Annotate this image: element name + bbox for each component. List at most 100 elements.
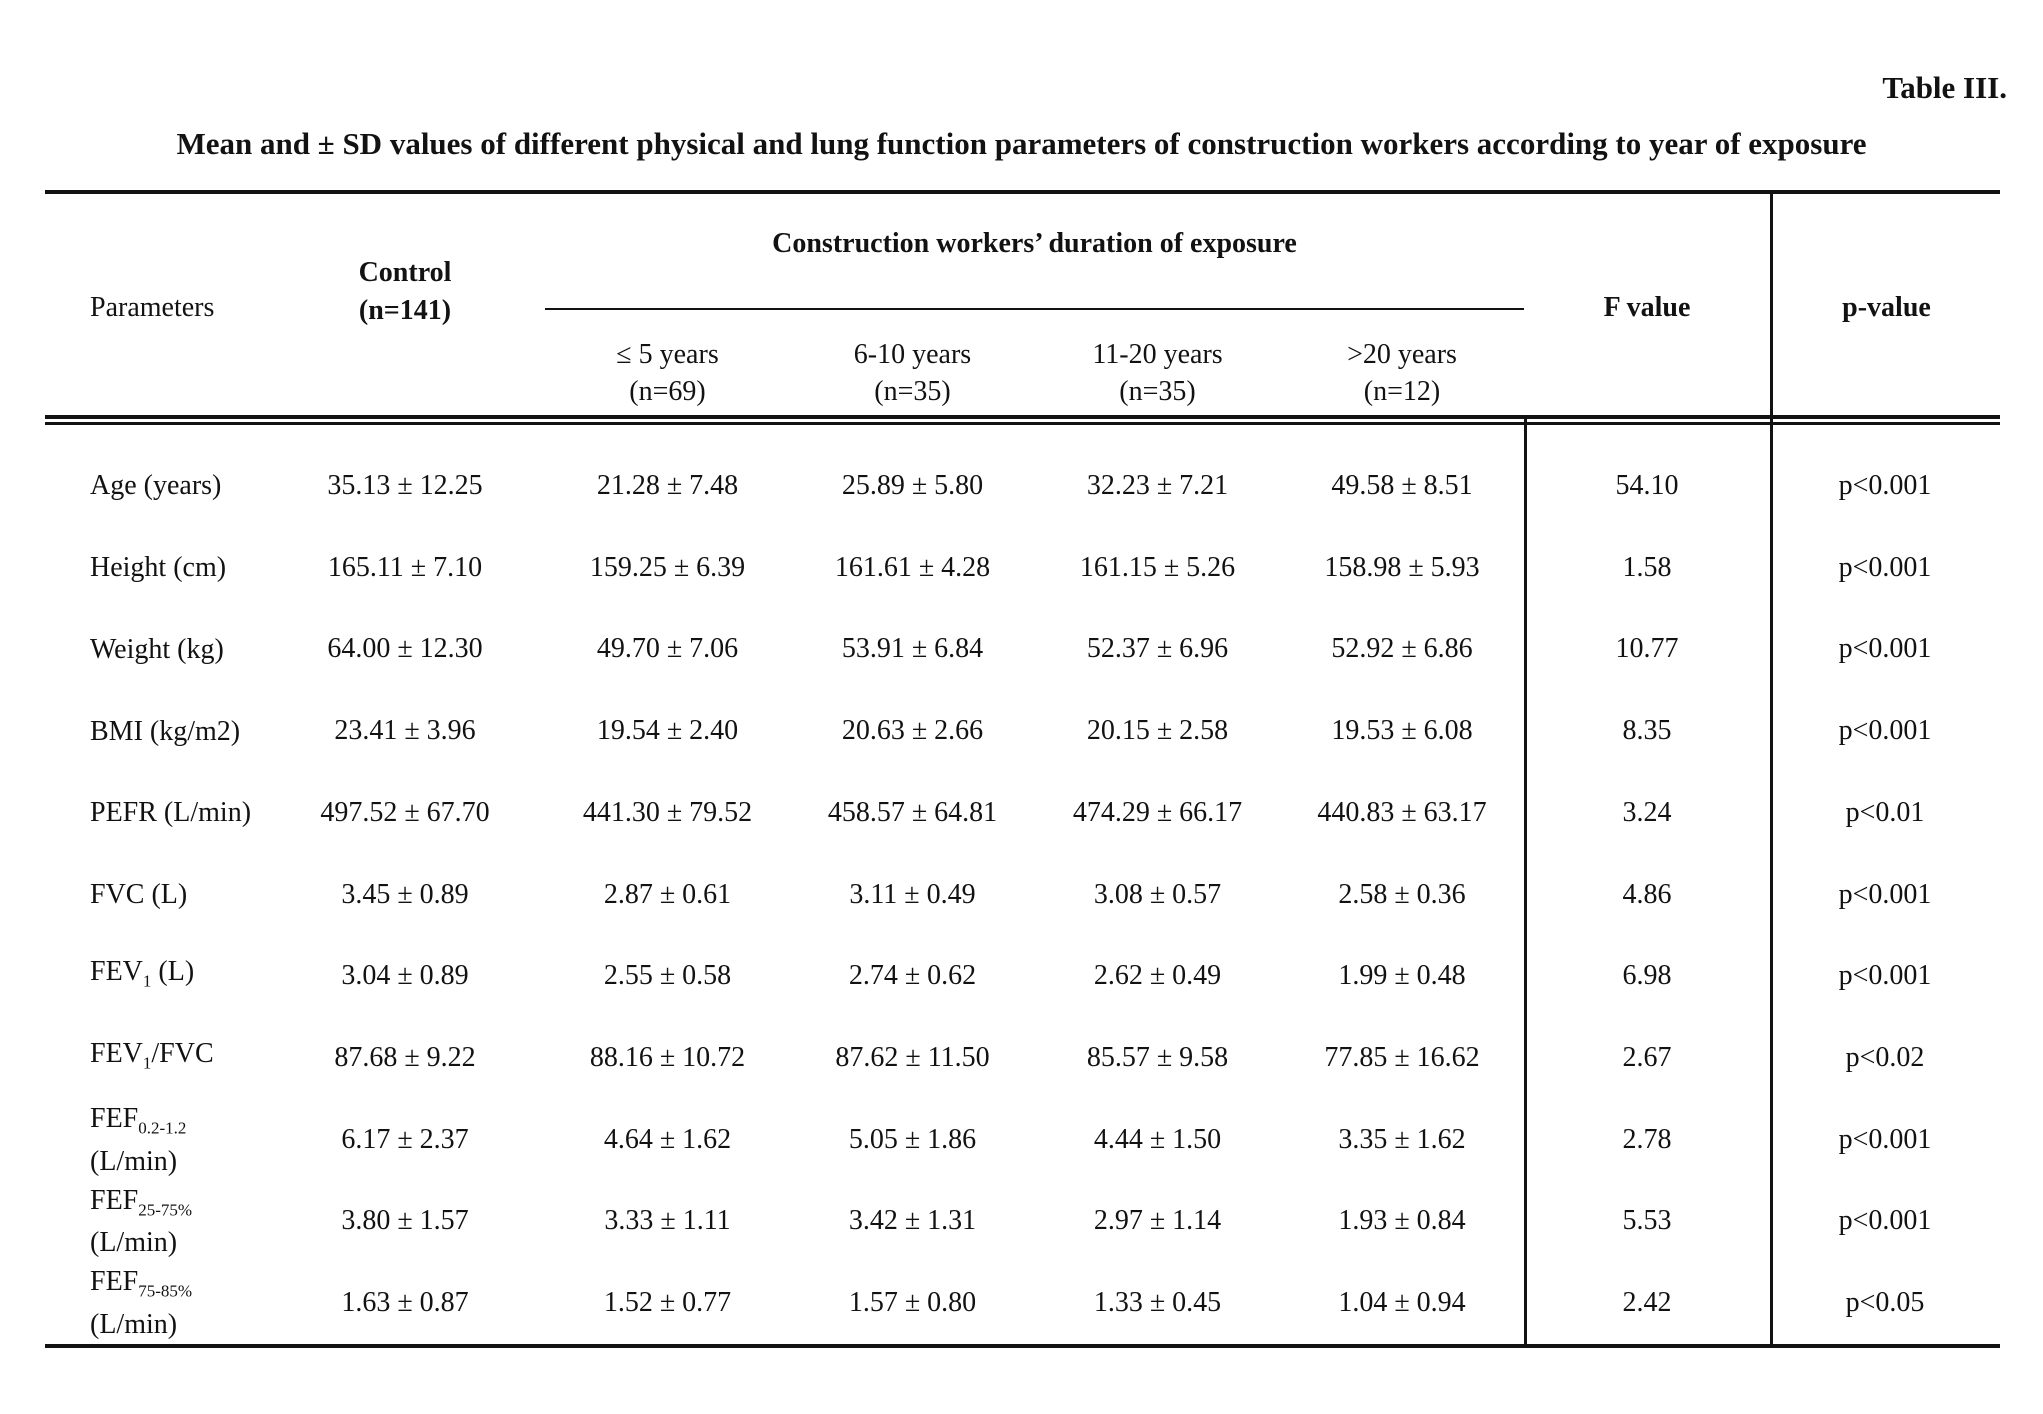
group-value-cell: 159.25 ± 6.39 <box>589 551 746 583</box>
param-label-line2: (L/min) <box>90 1309 178 1340</box>
top-rule <box>45 190 2000 194</box>
f-value-cell: 10.77 <box>1615 633 1679 665</box>
vertical-divider-fvalue <box>1524 415 1527 1348</box>
param-label: FEF75-85% <box>90 1266 193 1301</box>
group-value-cell: 53.91 ± 6.84 <box>841 633 984 665</box>
header-double-rule <box>45 415 2000 425</box>
spanner-header-duration-of-exposure: Construction workers’ duration of exposu… <box>772 228 1297 259</box>
group-value-cell: 2.62 ± 0.49 <box>1093 960 1222 992</box>
p-value-cell: p<0.01 <box>1845 796 1925 828</box>
group-value-cell: 88.16 ± 10.72 <box>589 1042 746 1073</box>
double-rule-line1 <box>45 415 2000 419</box>
param-cell: Height (cm) <box>45 551 265 584</box>
f-value-cell: 6.98 <box>1622 960 1672 992</box>
param-cell: FEF0.2-1.2 (L/min) <box>45 1102 265 1178</box>
control-value-cell: 3.80 ± 1.57 <box>341 1205 469 1237</box>
table-body: Age (years) 35.13 ± 12.25 21.28 ± 7.48 25.8… <box>45 425 2000 1344</box>
param-cell: FEF25-75% (L/min) <box>45 1184 265 1260</box>
group-value-cell: 32.23 ± 7.21 <box>1086 469 1229 501</box>
param-cell: FEF75-85% (L/min) <box>45 1265 265 1341</box>
group-value-cell: 3.35 ± 1.62 <box>1338 1123 1466 1155</box>
control-value-cell: 165.11 ± 7.10 <box>327 551 483 583</box>
table-header: Parameters Control (n=141) Construction … <box>45 194 2000 415</box>
group-n: (n=12) <box>1363 376 1441 407</box>
param-subscript: 0.2-1.2 <box>138 1118 187 1138</box>
table-row: FEF0.2-1.2 (L/min) 6.17 ± 2.37 4.64 ± 1.62… <box>45 1099 2000 1181</box>
group-value-cell: 3.33 ± 1.11 <box>604 1205 731 1237</box>
p-value-cell: p<0.001 <box>1838 1123 1932 1155</box>
param-cell: PEFR (L/min) <box>45 796 265 829</box>
p-value-cell: p<0.001 <box>1838 715 1932 747</box>
spanner-underline <box>545 308 1524 310</box>
table-row: FEF25-75% (L/min) 3.80 ± 1.57 3.33 ± 1.11 3.… <box>45 1181 2000 1263</box>
p-value-cell: p<0.001 <box>1838 1205 1932 1237</box>
group-value-cell: 1.33 ± 0.45 <box>1093 1287 1222 1319</box>
control-value-cell: 64.00 ± 12.30 <box>327 633 483 665</box>
param-label: PEFR (L/min) <box>90 797 252 829</box>
group-value-cell: 85.57 ± 9.58 <box>1086 1042 1229 1073</box>
group-value-cell: 2.58 ± 0.36 <box>1338 878 1466 910</box>
table-row: BMI (kg/m2) 23.41 ± 3.96 19.54 ± 2.40 20.63… <box>45 690 2000 772</box>
param-label: Age (years) <box>90 470 222 502</box>
table-row: Height (cm) 165.11 ± 7.10 159.25 ± 6.39 161… <box>45 527 2000 609</box>
group-value-cell: 2.87 ± 0.61 <box>603 878 732 910</box>
table-row: FVC (L) 3.45 ± 0.89 2.87 ± 0.61 3.11 ± 0.49… <box>45 854 2000 936</box>
group-label: ≤ 5 years <box>616 339 719 370</box>
param-label: FEF25-75% <box>90 1184 193 1220</box>
group-value-cell: 20.63 ± 2.66 <box>841 715 984 747</box>
group-value-cell: 440.83 ± 63.17 <box>1317 796 1487 828</box>
table-number-title: Table III. <box>1882 70 2007 105</box>
f-value-cell: 5.53 <box>1622 1205 1672 1237</box>
column-header-f-value: F value <box>1603 292 1691 323</box>
p-value-cell: p<0.001 <box>1838 960 1932 992</box>
vertical-divider-pvalue <box>1770 190 1773 1348</box>
group-n: (n=35) <box>874 376 951 407</box>
param-label: FEF0.2-1.2 (L/min) <box>90 1102 187 1177</box>
param-subscript: 1 <box>142 1053 152 1073</box>
control-value-cell: 497.52 ± 67.70 <box>320 796 490 828</box>
group-value-cell: 1.04 ± 0.94 <box>1338 1287 1466 1319</box>
group-value-cell: 49.58 ± 8.51 <box>1331 469 1473 501</box>
table-row: Age (years) 35.13 ± 12.25 21.28 ± 7.48 25.8… <box>45 445 2000 527</box>
group-value-cell: 161.61 ± 4.28 <box>834 551 991 583</box>
group-value-cell: 3.08 ± 0.57 <box>1093 878 1222 910</box>
bottom-rule <box>45 1344 2000 1348</box>
param-cell: FVC (L) <box>45 878 265 911</box>
table-row: Weight (kg) 64.00 ± 12.30 49.70 ± 7.06 53.9… <box>45 608 2000 690</box>
group-value-cell: 1.52 ± 0.77 <box>603 1287 732 1319</box>
group-value-cell: 4.44 ± 1.50 <box>1093 1123 1222 1155</box>
group-label: 6-10 years <box>853 339 972 370</box>
data-table: Parameters Control (n=141) Construction … <box>45 190 2000 1348</box>
param-cell: BMI (kg/m2) <box>45 715 265 748</box>
f-value-cell: 4.86 <box>1622 878 1672 910</box>
group-value-cell: 474.29 ± 66.17 <box>1072 796 1243 828</box>
group-value-cell: 441.30 ± 79.52 <box>582 796 753 828</box>
param-label: FVC (L) <box>90 879 188 911</box>
column-header-6-10-years: 6-10 years (n=35) <box>790 336 1035 410</box>
control-value-cell: 87.68 ± 9.22 <box>334 1042 476 1073</box>
table-caption: Mean and ± SD values of different physic… <box>176 126 1867 161</box>
f-value-cell: 2.67 <box>1622 1042 1672 1073</box>
group-label: >20 years <box>1347 339 1457 370</box>
group-value-cell: 1.93 ± 0.84 <box>1338 1205 1466 1237</box>
group-value-cell: 3.42 ± 1.31 <box>848 1205 977 1237</box>
param-subscript: 75-85% <box>138 1282 193 1301</box>
param-subscript: 25-75% <box>138 1200 193 1220</box>
param-subscript: 1 <box>142 971 152 991</box>
group-value-cell: 458.57 ± 64.81 <box>827 796 998 828</box>
p-value-cell: p<0.001 <box>1838 551 1932 583</box>
param-label-line2: (L/min) <box>90 1227 178 1259</box>
group-value-cell: 158.98 ± 5.93 <box>1324 551 1480 583</box>
control-label: Control <box>358 257 452 288</box>
table-row: FEV1 (L) 3.04 ± 0.89 2.55 ± 0.58 2.74 ± 0.6… <box>45 935 2000 1017</box>
param-cell: Weight (kg) <box>45 633 265 666</box>
column-header-11-20-years: 11-20 years (n=35) <box>1035 336 1280 410</box>
control-value-cell: 23.41 ± 3.96 <box>334 715 476 747</box>
p-value-cell: p<0.001 <box>1838 633 1932 665</box>
column-header-parameters: Parameters <box>90 292 215 323</box>
group-label: 11-20 years <box>1092 339 1223 370</box>
group-value-cell: 21.28 ± 7.48 <box>596 469 739 501</box>
group-value-cell: 2.55 ± 0.58 <box>603 960 732 992</box>
param-cell: FEV1/FVC <box>45 1037 265 1080</box>
